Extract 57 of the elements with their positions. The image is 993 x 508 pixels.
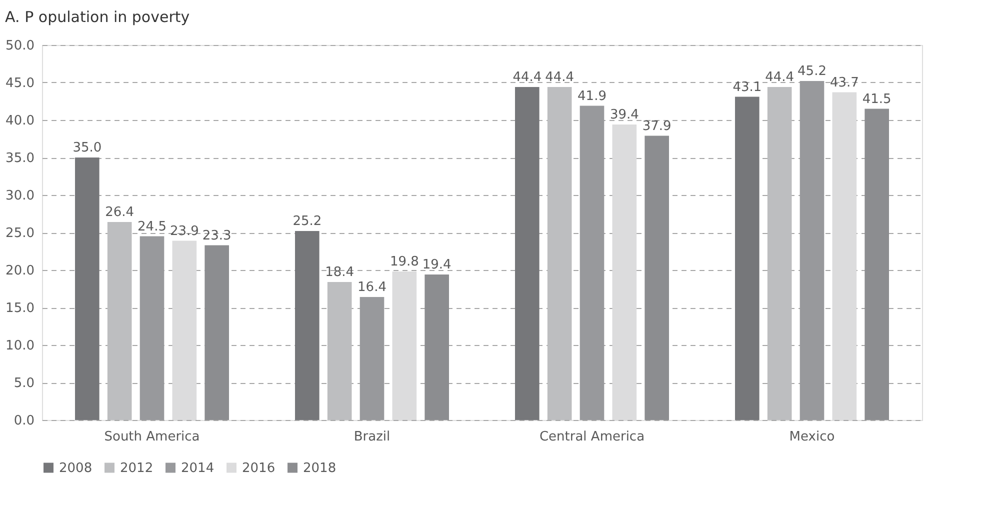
y-tick-label: 50.0 xyxy=(6,38,34,54)
y-tick-label: 20.0 xyxy=(6,264,34,278)
legend-label: 2008 xyxy=(59,460,92,476)
bar xyxy=(360,297,384,420)
text: 19.4 xyxy=(422,258,452,272)
text: 19.8 xyxy=(390,254,419,270)
y-tick-label: 15.0 xyxy=(6,301,34,316)
bar xyxy=(295,231,320,420)
bar xyxy=(75,158,100,420)
y-tick-label: 35.0 xyxy=(6,151,34,166)
y-tick-label: 40.0 xyxy=(6,114,34,128)
bar xyxy=(327,282,352,420)
legend-label: 2016 xyxy=(242,460,276,476)
text: 44.4 xyxy=(512,70,542,85)
text: 44.4 xyxy=(765,70,794,85)
text: 23.3 xyxy=(202,228,232,244)
bar xyxy=(140,236,164,420)
bar xyxy=(107,222,132,420)
bar xyxy=(204,245,229,420)
text: 41.5 xyxy=(862,92,892,107)
text: 25.2 xyxy=(292,214,322,229)
chart-title: A. P opulation in poverty xyxy=(5,8,190,26)
text: 45.2 xyxy=(798,64,826,79)
legend-label: 2012 xyxy=(120,460,154,476)
y-tick-label: 5.0 xyxy=(14,376,34,391)
text: 26.4 xyxy=(105,205,134,220)
text: 43.1 xyxy=(732,80,762,95)
bar xyxy=(864,108,889,420)
text: 43.7 xyxy=(830,75,859,90)
x-tick-label: Central America xyxy=(539,430,645,444)
y-tick-label: 25.0 xyxy=(6,226,34,241)
text: 23.9 xyxy=(170,224,199,239)
x-tick-label: Mexico xyxy=(789,430,835,444)
bar xyxy=(644,136,669,420)
y-tick-label: 0.0 xyxy=(14,414,34,428)
text: 24.5 xyxy=(138,219,166,234)
bar xyxy=(515,87,540,420)
legend-label: 2014 xyxy=(181,460,214,476)
y-tick-label: 30.0 xyxy=(6,188,34,204)
legend-label: 2018 xyxy=(303,460,336,476)
bar xyxy=(580,106,604,420)
text: 16.4 xyxy=(358,280,386,295)
y-tick-label: 45.0 xyxy=(6,76,34,91)
bar xyxy=(800,81,824,420)
bar xyxy=(547,87,572,420)
bar xyxy=(767,87,792,420)
text: 18.4 xyxy=(325,265,354,280)
text: 35.0 xyxy=(72,140,102,156)
x-tick-label: Brazil xyxy=(354,430,390,444)
bar xyxy=(424,274,449,420)
y-tick-label: 10.0 xyxy=(6,338,34,354)
x-tick-label: South America xyxy=(104,430,200,444)
text: 39.4 xyxy=(610,108,639,122)
bar xyxy=(735,96,760,420)
text: 37.9 xyxy=(642,118,672,134)
text: 41.9 xyxy=(578,88,606,104)
text: 44.4 xyxy=(545,70,574,85)
